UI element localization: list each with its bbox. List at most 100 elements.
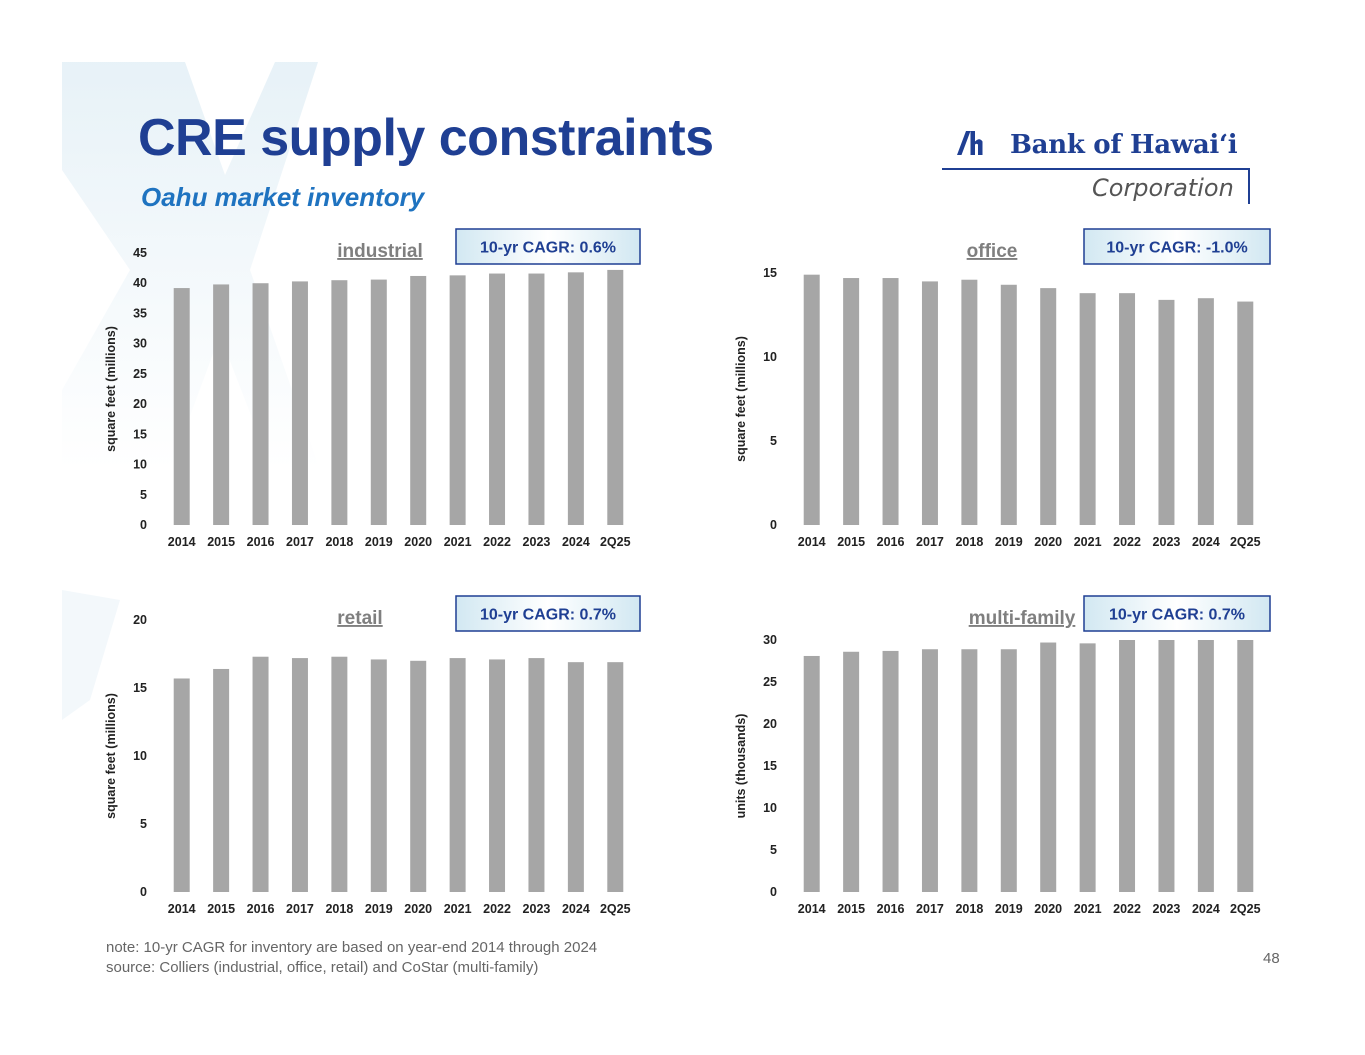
x-tick-label: 2020	[1034, 535, 1062, 549]
y-tick-label: 20	[133, 397, 147, 411]
bar-2024	[1197, 640, 1214, 892]
cagr-box	[1083, 228, 1271, 265]
bar-2020	[410, 275, 427, 525]
x-tick-label: 2021	[1074, 902, 1102, 916]
y-axis-label: square feet (millions)	[104, 693, 118, 819]
y-tick-label: 10	[763, 801, 777, 815]
industrial-chart: 0 5 10 15 20 25 30 35 40 45 square feet (millions)…	[100, 225, 660, 560]
x-tick-label: 2023	[523, 535, 551, 549]
x-tick-label: 2022	[1113, 535, 1141, 549]
x-tick-label: 2022	[483, 902, 511, 916]
y-tick-label: 45	[133, 246, 147, 260]
chart-title: office	[967, 241, 1018, 262]
x-tick-label: 2Q25	[1230, 535, 1261, 549]
bar-2020	[410, 660, 427, 892]
x-tick-label: 2018	[955, 535, 983, 549]
bar-2024	[1197, 298, 1214, 525]
x-tick-label: 2024	[562, 902, 590, 916]
y-tick-label: 40	[133, 276, 147, 290]
x-tick-label: 2017	[286, 535, 314, 549]
y-tick-label: 15	[133, 427, 147, 441]
y-tick-label: 30	[133, 337, 147, 351]
x-tick-label: 2015	[837, 535, 865, 549]
y-tick-label: 20	[133, 613, 147, 627]
page-title: CRE supply constraints	[138, 109, 714, 167]
y-tick-label: 30	[763, 633, 777, 647]
cagr-box	[455, 595, 641, 632]
bar-2015	[843, 651, 860, 892]
x-tick-label: 2024	[562, 535, 590, 549]
chart-svg: 0 5 10 15 20 square feet (millions) 2014 2015 20…	[104, 595, 641, 916]
chart-svg: 0 5 10 15 20 25 30 35 40 45 square feet (millions)…	[104, 228, 641, 549]
x-tick-label: 2015	[207, 902, 235, 916]
y-axis-label: units (thousands)	[734, 714, 748, 819]
bar-2019	[1000, 284, 1017, 525]
bar-2024	[567, 272, 584, 525]
x-tick-label: 2023	[1153, 902, 1181, 916]
y-tick-label: 5	[770, 843, 777, 857]
logo-brand-text: Bank of Hawaiʻi	[1010, 130, 1238, 160]
x-tick-label: 2019	[365, 902, 393, 916]
chart-svg: 0 5 10 15 20 25 30 units (thousands) 2014 2015 201…	[734, 595, 1271, 916]
footnote-note: note: 10-yr CAGR for inventory are based…	[106, 939, 598, 956]
multi-family-chart: 0 5 10 15 20 25 30 units (thousands) 2014 2015 201…	[730, 592, 1290, 927]
x-tick-label: 2023	[523, 902, 551, 916]
bar-2015	[843, 278, 860, 525]
cagr-label: 10-yr CAGR: 0.7%	[1109, 607, 1245, 624]
bar-2021	[449, 658, 466, 892]
x-tick-label: 2016	[877, 535, 905, 549]
bar-2022	[1119, 640, 1136, 892]
x-tick-label: 2019	[365, 535, 393, 549]
chart-svg: 0 5 10 15 square feet (millions) 2014 2015 2016…	[734, 228, 1271, 549]
bar-2014	[173, 678, 190, 892]
x-tick-label: 2017	[916, 535, 944, 549]
retail-chart: 0 5 10 15 20 square feet (millions) 2014 2015 20…	[100, 592, 660, 927]
bar-2Q25	[607, 662, 624, 892]
x-tick-label: 2020	[1034, 902, 1062, 916]
x-tick-label: 2014	[798, 902, 826, 916]
y-tick-label: 15	[133, 681, 147, 695]
y-tick-label: 10	[133, 458, 147, 472]
bank-logo: Bank of Hawaiʻi Corporation	[940, 120, 1260, 215]
x-tick-label: 2015	[837, 902, 865, 916]
y-tick-label: 5	[140, 817, 147, 831]
bar-2015	[213, 284, 230, 525]
y-tick-label: 5	[770, 434, 777, 448]
bar-2014	[173, 288, 190, 525]
y-tick-label: 15	[763, 759, 777, 773]
bar-2020	[1040, 642, 1057, 892]
bar-2019	[1000, 649, 1017, 892]
bar-2017	[921, 649, 938, 892]
logo-vertical-rule	[1248, 168, 1250, 204]
bar-2014	[803, 274, 820, 525]
x-tick-label: 2022	[1113, 902, 1141, 916]
y-tick-label: 20	[763, 717, 777, 731]
x-tick-label: 2024	[1192, 535, 1220, 549]
bar-2023	[1158, 640, 1175, 892]
x-tick-label: 2023	[1153, 535, 1181, 549]
x-tick-label: 2020	[404, 535, 432, 549]
x-tick-label: 2019	[995, 902, 1023, 916]
bar-2021	[1079, 293, 1096, 525]
x-tick-label: 2017	[286, 902, 314, 916]
y-tick-label: 0	[770, 518, 777, 532]
logo-corporation-text: Corporation	[1092, 174, 1234, 202]
bar-2Q25	[607, 269, 624, 525]
office-chart: 0 5 10 15 square feet (millions) 2014 2015 2016…	[730, 225, 1290, 560]
y-tick-label: 25	[763, 675, 777, 689]
chart-title: industrial	[337, 241, 423, 262]
x-tick-label: 2014	[168, 902, 196, 916]
bar-2024	[567, 662, 584, 892]
chart-title: retail	[337, 608, 382, 629]
bar-2023	[528, 273, 545, 525]
bar-2Q25	[1237, 640, 1254, 892]
x-tick-label: 2022	[483, 535, 511, 549]
bar-2015	[213, 668, 230, 892]
bar-2014	[803, 655, 820, 892]
x-tick-label: 2017	[916, 902, 944, 916]
y-tick-label: 5	[140, 488, 147, 502]
y-tick-label: 10	[133, 749, 147, 763]
bar-2017	[291, 281, 308, 525]
bar-2Q25	[1237, 301, 1254, 525]
bar-2018	[331, 656, 348, 892]
